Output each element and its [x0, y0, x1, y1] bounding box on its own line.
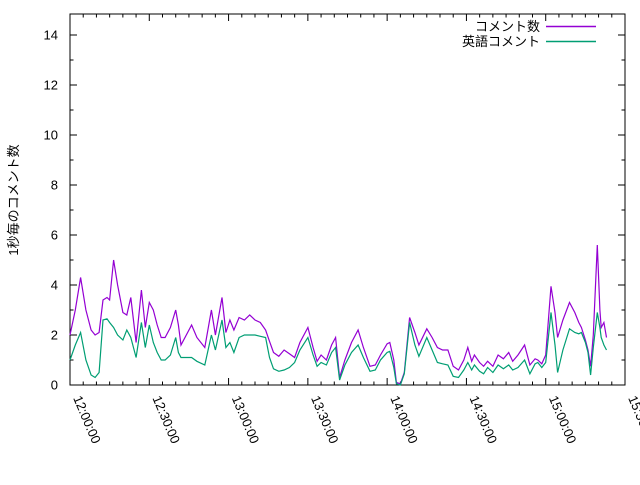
legend-label-english-comments: 英語コメント [462, 34, 540, 49]
legend-item-english-comments: 英語コメント [462, 34, 596, 49]
x-tick-label: 14:00:00 [387, 393, 421, 445]
x-axis-tick-labels: 12:00:00 12:30:00 13:00:00 13:30:00 14:00:00… [70, 393, 640, 445]
x-tick-label: 13:00:00 [229, 393, 263, 445]
y-tick-label: 6 [51, 228, 58, 243]
y-tick-label: 8 [51, 178, 58, 193]
series-english-comments-line [69, 312, 608, 386]
legend: コメント数 英語コメント [462, 19, 596, 49]
legend-item-comments: コメント数 [475, 19, 596, 34]
y-tick-label: 0 [51, 378, 58, 393]
x-tick-label: 14:30:00 [467, 393, 501, 445]
y-tick-label: 2 [51, 328, 58, 343]
legend-label-comments: コメント数 [475, 19, 540, 34]
y-axis-label: 1秒毎のコメント数 [6, 144, 21, 255]
x-tick-label: 13:30:00 [308, 393, 342, 445]
x-tick-label: 15:30:00 [625, 393, 640, 445]
y-tick-label: 14 [44, 28, 58, 43]
x-tick-label: 15:00:00 [546, 393, 580, 445]
y-tick-label: 12 [44, 78, 58, 93]
series-lines [69, 244, 608, 386]
y-tick-label: 4 [51, 278, 58, 293]
series-comments-line [69, 244, 608, 385]
plot-border [69, 13, 626, 386]
x-tick-label: 12:30:00 [150, 393, 184, 445]
y-tick-label: 10 [44, 128, 58, 143]
axis-ticks [69, 14, 626, 386]
y-axis-tick-labels: 0 2 4 6 8 10 12 14 [44, 28, 58, 393]
x-tick-label: 12:00:00 [70, 393, 104, 445]
